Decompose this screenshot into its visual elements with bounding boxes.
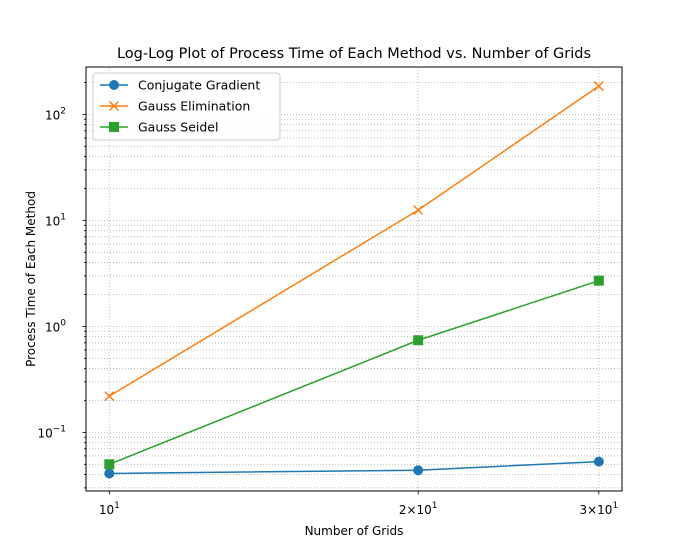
data-point [104,468,115,479]
plot-frame [85,66,623,492]
legend-label: Gauss Seidel [138,120,218,135]
data-point [413,465,424,476]
data-point [413,335,424,346]
data-point [413,205,424,216]
legend-label: Gauss Elimination [138,99,250,114]
series-gauss-seidel [104,275,604,470]
x-tick-label: 2×101 [399,501,438,517]
data-point [593,81,604,92]
data-point [593,456,604,467]
chart-title: Log-Log Plot of Process Time of Each Met… [117,46,591,62]
marker-stroke [413,205,424,216]
data-point [104,391,115,402]
legend-label: Conjugate Gradient [138,78,260,93]
legend-box [92,72,281,141]
data-point [109,122,119,132]
data-point [109,80,119,90]
series-conjugate-gradient [104,456,604,479]
legend: Conjugate Gradient Gauss Elimination Gauss… [92,72,281,141]
x-tick-label: 3×101 [579,501,618,517]
marker-stroke [108,100,120,112]
x-tick-label: 101 [99,501,120,517]
y-axis-label: Process Time of Each Method [24,191,38,367]
x-axis-label: Number of Grids [305,524,404,538]
tick-layer: 10−1 100 101 102 101 2×101 3×101 [37,82,618,517]
legend-item: Gauss Seidel [100,120,218,135]
y-tick-label: 10−1 [37,424,66,440]
y-tick-label: 100 [45,318,66,334]
y-tick-label: 102 [45,106,66,122]
data-point [108,100,120,112]
y-tick-label: 101 [45,212,66,228]
marker-stroke [593,81,604,92]
series-layer [104,81,604,479]
series-gauss-elimination [104,81,604,402]
grid-layer [86,67,622,491]
legend-item: Conjugate Gradient [100,78,260,93]
data-point [104,459,115,470]
data-point [593,275,604,286]
marker-stroke [104,391,115,402]
legend-item: Gauss Elimination [100,99,250,114]
